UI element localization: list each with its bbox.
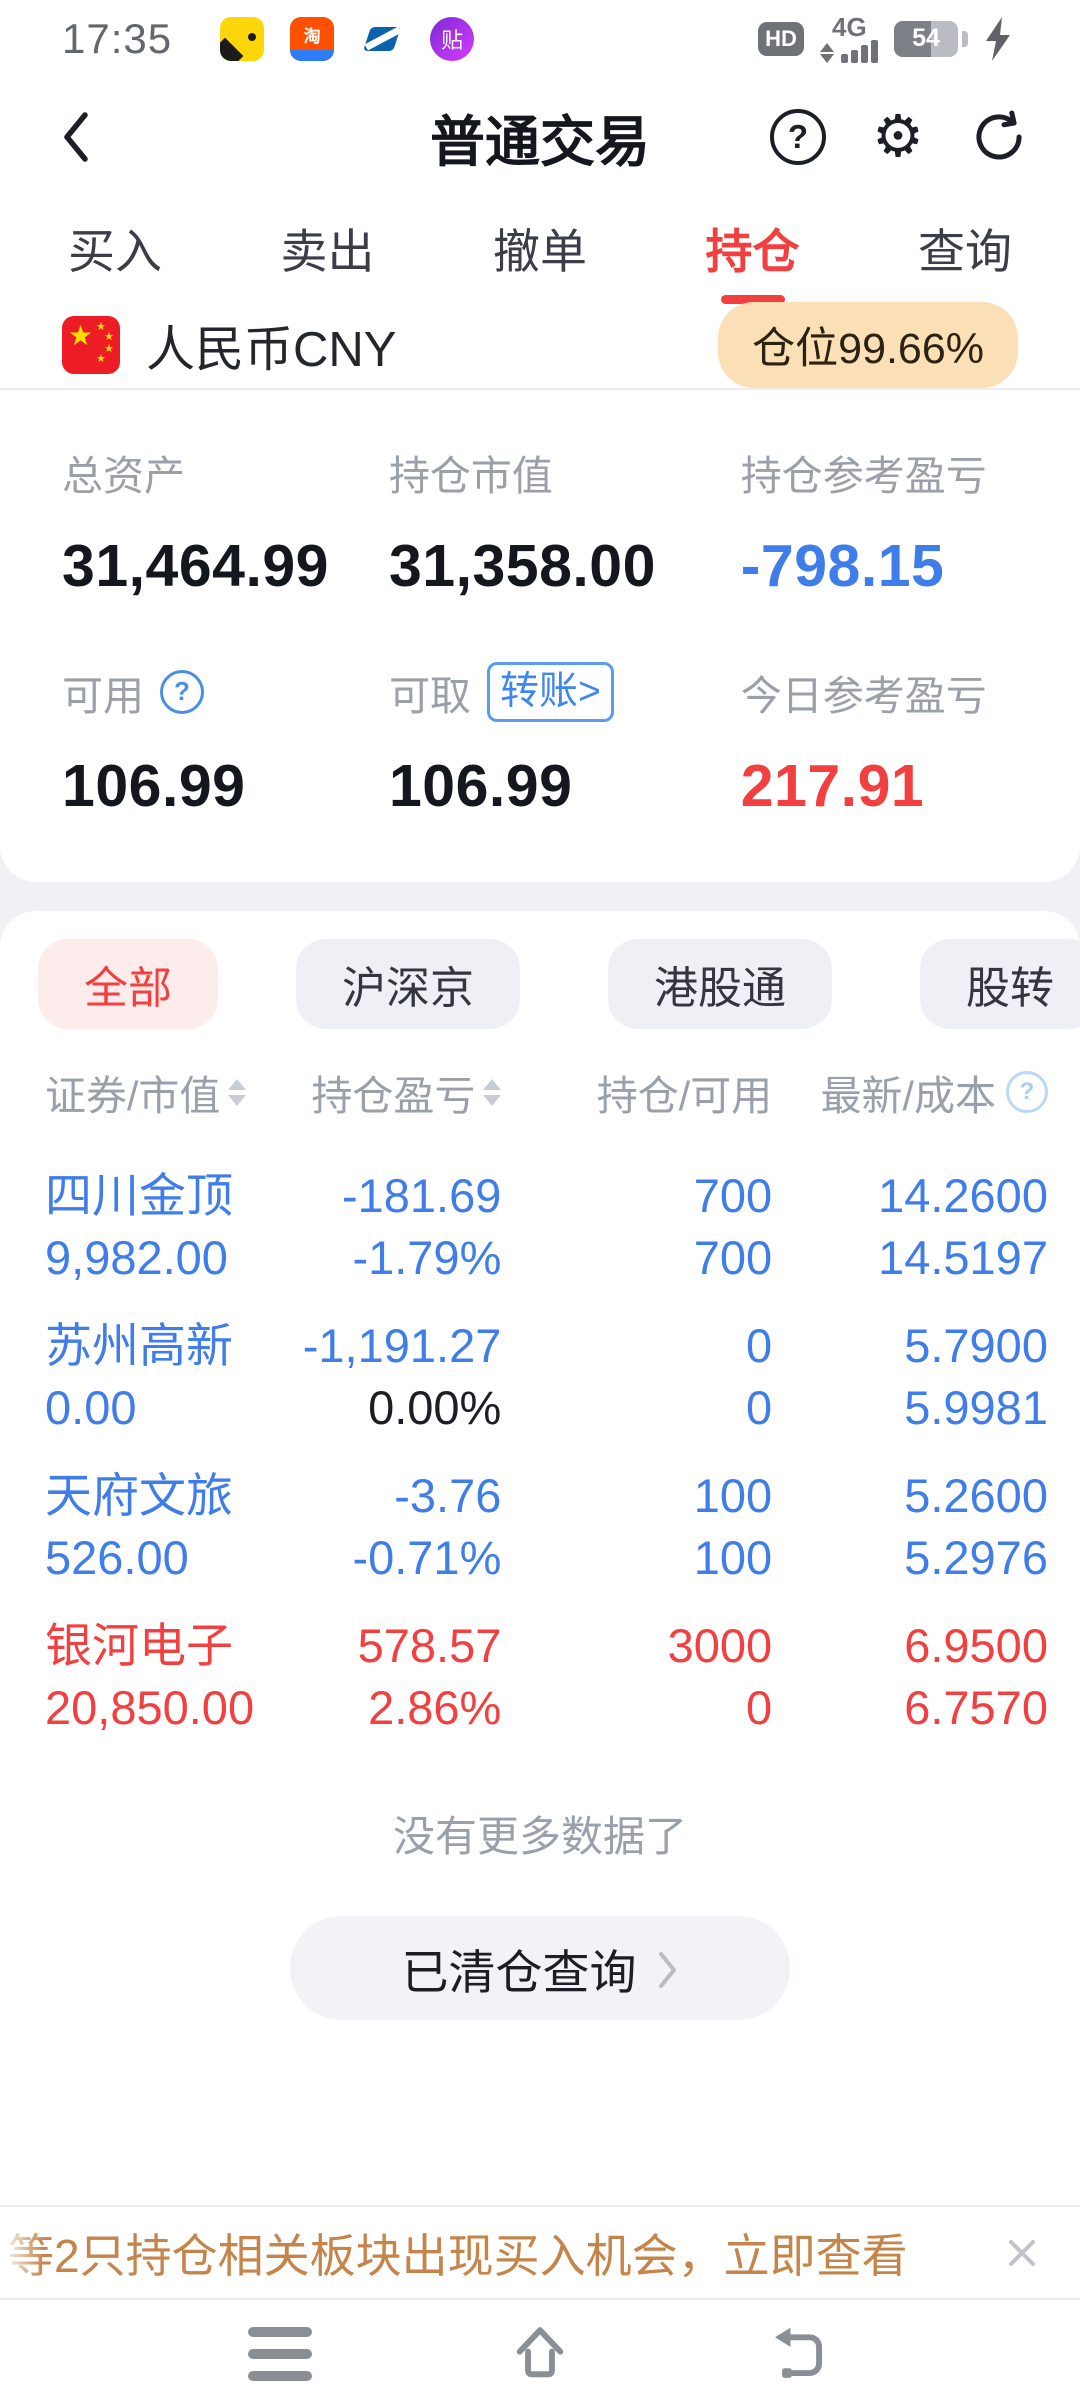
home-icon[interactable]: [505, 2319, 575, 2389]
clock: 17:35: [62, 14, 173, 62]
gear-icon[interactable]: ⚙: [872, 104, 924, 170]
account-summary: 总资产 31,464.99 持仓市值 31,358.00 持仓参考盈亏 -798…: [0, 389, 1080, 882]
available-help-icon[interactable]: ?: [160, 669, 204, 714]
table-header: 证券/市值 持仓盈亏 持仓/可用 最新/成本 ?: [0, 1062, 1080, 1122]
position-pl-value: -798.15: [740, 532, 945, 599]
market-filters: 全部 沪深京 港股通 股转: [0, 939, 1080, 1030]
bank-app-icon: [360, 16, 405, 61]
no-more-data-text: 没有更多数据了: [392, 1813, 687, 1861]
cleared-positions-query-button[interactable]: 已清仓查询: [290, 1916, 790, 2021]
market-value: 持仓市值 31,358.00: [389, 442, 741, 600]
system-nav-bar: [0, 2297, 1080, 2408]
banner-fade: [0, 2207, 44, 2298]
currency-row: ★ ★ ★ ★ ★ 人民币CNY 仓位99.66%: [0, 302, 1080, 389]
back-icon[interactable]: [58, 109, 92, 165]
tab-query[interactable]: 查询: [918, 225, 1012, 279]
close-icon[interactable]: [1002, 2233, 1042, 2273]
taobao-app-icon: 淘: [290, 16, 335, 61]
filter-ganggutong[interactable]: 港股通: [608, 939, 832, 1030]
status-bar: 17:35 淘 贴 HD 4G 54: [0, 0, 1080, 77]
cost-help-icon[interactable]: ?: [1005, 1071, 1048, 1114]
trade-tabs: 买入 卖出 撤单 持仓 查询: [0, 197, 1080, 302]
withdrawable-funds: 可取 转账> 106.99: [388, 661, 741, 820]
battery-icon: 54: [894, 20, 958, 57]
refresh-icon[interactable]: [970, 108, 1028, 166]
notification-icons: 淘 贴: [220, 16, 475, 61]
position-pl: 持仓参考盈亏 -798.15: [741, 442, 1018, 600]
table-row[interactable]: 天府文旅 526.00 -3.76 -0.71% 100 100 5.2600 5.29…: [45, 1469, 1048, 1585]
col-security-marketvalue[interactable]: 证券/市值: [45, 1062, 296, 1122]
filter-all[interactable]: 全部: [38, 939, 218, 1030]
positions-list: 四川金顶 9,982.00 -181.69 -1.79% 700 700 14.260…: [0, 1152, 1080, 1752]
available-value: 106.99: [62, 752, 246, 819]
tab-buy[interactable]: 买入: [68, 225, 162, 279]
holdings-panel: 全部 沪深京 港股通 股转 证券/市值 持仓盈亏 持仓/可用 最新/成本: [0, 911, 1080, 2206]
sort-icon[interactable]: [228, 1078, 247, 1106]
back-nav-icon[interactable]: [765, 2319, 835, 2389]
battery-nub: [962, 30, 968, 47]
section-gap: [0, 881, 1080, 912]
tab-sell[interactable]: 卖出: [280, 225, 375, 279]
sort-icon[interactable]: [483, 1078, 502, 1106]
market-value-value: 31,358.00: [388, 532, 656, 599]
col-qty-available: 持仓/可用: [596, 1073, 773, 1120]
promo-banner[interactable]: 等2只持仓相关板块出现买入机会，立即查看: [0, 2205, 1080, 2298]
col-position-pl[interactable]: 持仓盈亏: [296, 1062, 502, 1122]
available-funds: 可用 ? 106.99: [62, 662, 389, 820]
meituan-app-icon: [220, 16, 265, 61]
total-assets-value: 31,464.99: [62, 532, 329, 599]
tab-cancel-order[interactable]: 撤单: [493, 225, 587, 279]
filter-guzhuan[interactable]: 股转: [920, 939, 1080, 1030]
table-row[interactable]: 银河电子 20,850.00 578.57 2.86% 3000 0 6.9500 6.…: [45, 1619, 1048, 1735]
today-pl: 今日参考盈亏 217.91: [741, 662, 1018, 820]
tieba-app-icon: 贴: [430, 16, 475, 61]
hd-icon: HD: [758, 21, 804, 56]
filter-hushenjing[interactable]: 沪深京: [296, 939, 520, 1030]
charging-bolt-icon: [986, 16, 1010, 61]
status-indicators: HD 4G 54: [758, 14, 1014, 63]
chevron-right-icon: [658, 1952, 676, 1989]
divider: [0, 388, 1080, 390]
signal-icon: 4G: [820, 14, 878, 63]
china-flag-icon: ★ ★ ★ ★ ★: [62, 316, 120, 375]
currency-label: 人民币CNY: [146, 322, 397, 377]
help-icon[interactable]: ?: [770, 109, 826, 166]
recent-apps-icon[interactable]: [245, 2319, 315, 2389]
promo-banner-text[interactable]: 等2只持仓相关板块出现买入机会，立即查看: [8, 2229, 908, 2282]
tab-positions[interactable]: 持仓: [706, 197, 800, 304]
col-last-cost: 最新/成本 ?: [772, 1062, 1048, 1122]
total-assets: 总资产 31,464.99: [62, 442, 389, 600]
app-header: 普通交易 ? ⚙: [0, 77, 1080, 197]
today-pl-value: 217.91: [740, 752, 925, 819]
position-ratio-badge: 仓位99.66%: [718, 302, 1018, 389]
transfer-button[interactable]: 转账>: [486, 661, 614, 722]
withdrawable-value: 106.99: [388, 752, 573, 819]
table-row[interactable]: 四川金顶 9,982.00 -181.69 -1.79% 700 700 14.260…: [45, 1169, 1048, 1285]
